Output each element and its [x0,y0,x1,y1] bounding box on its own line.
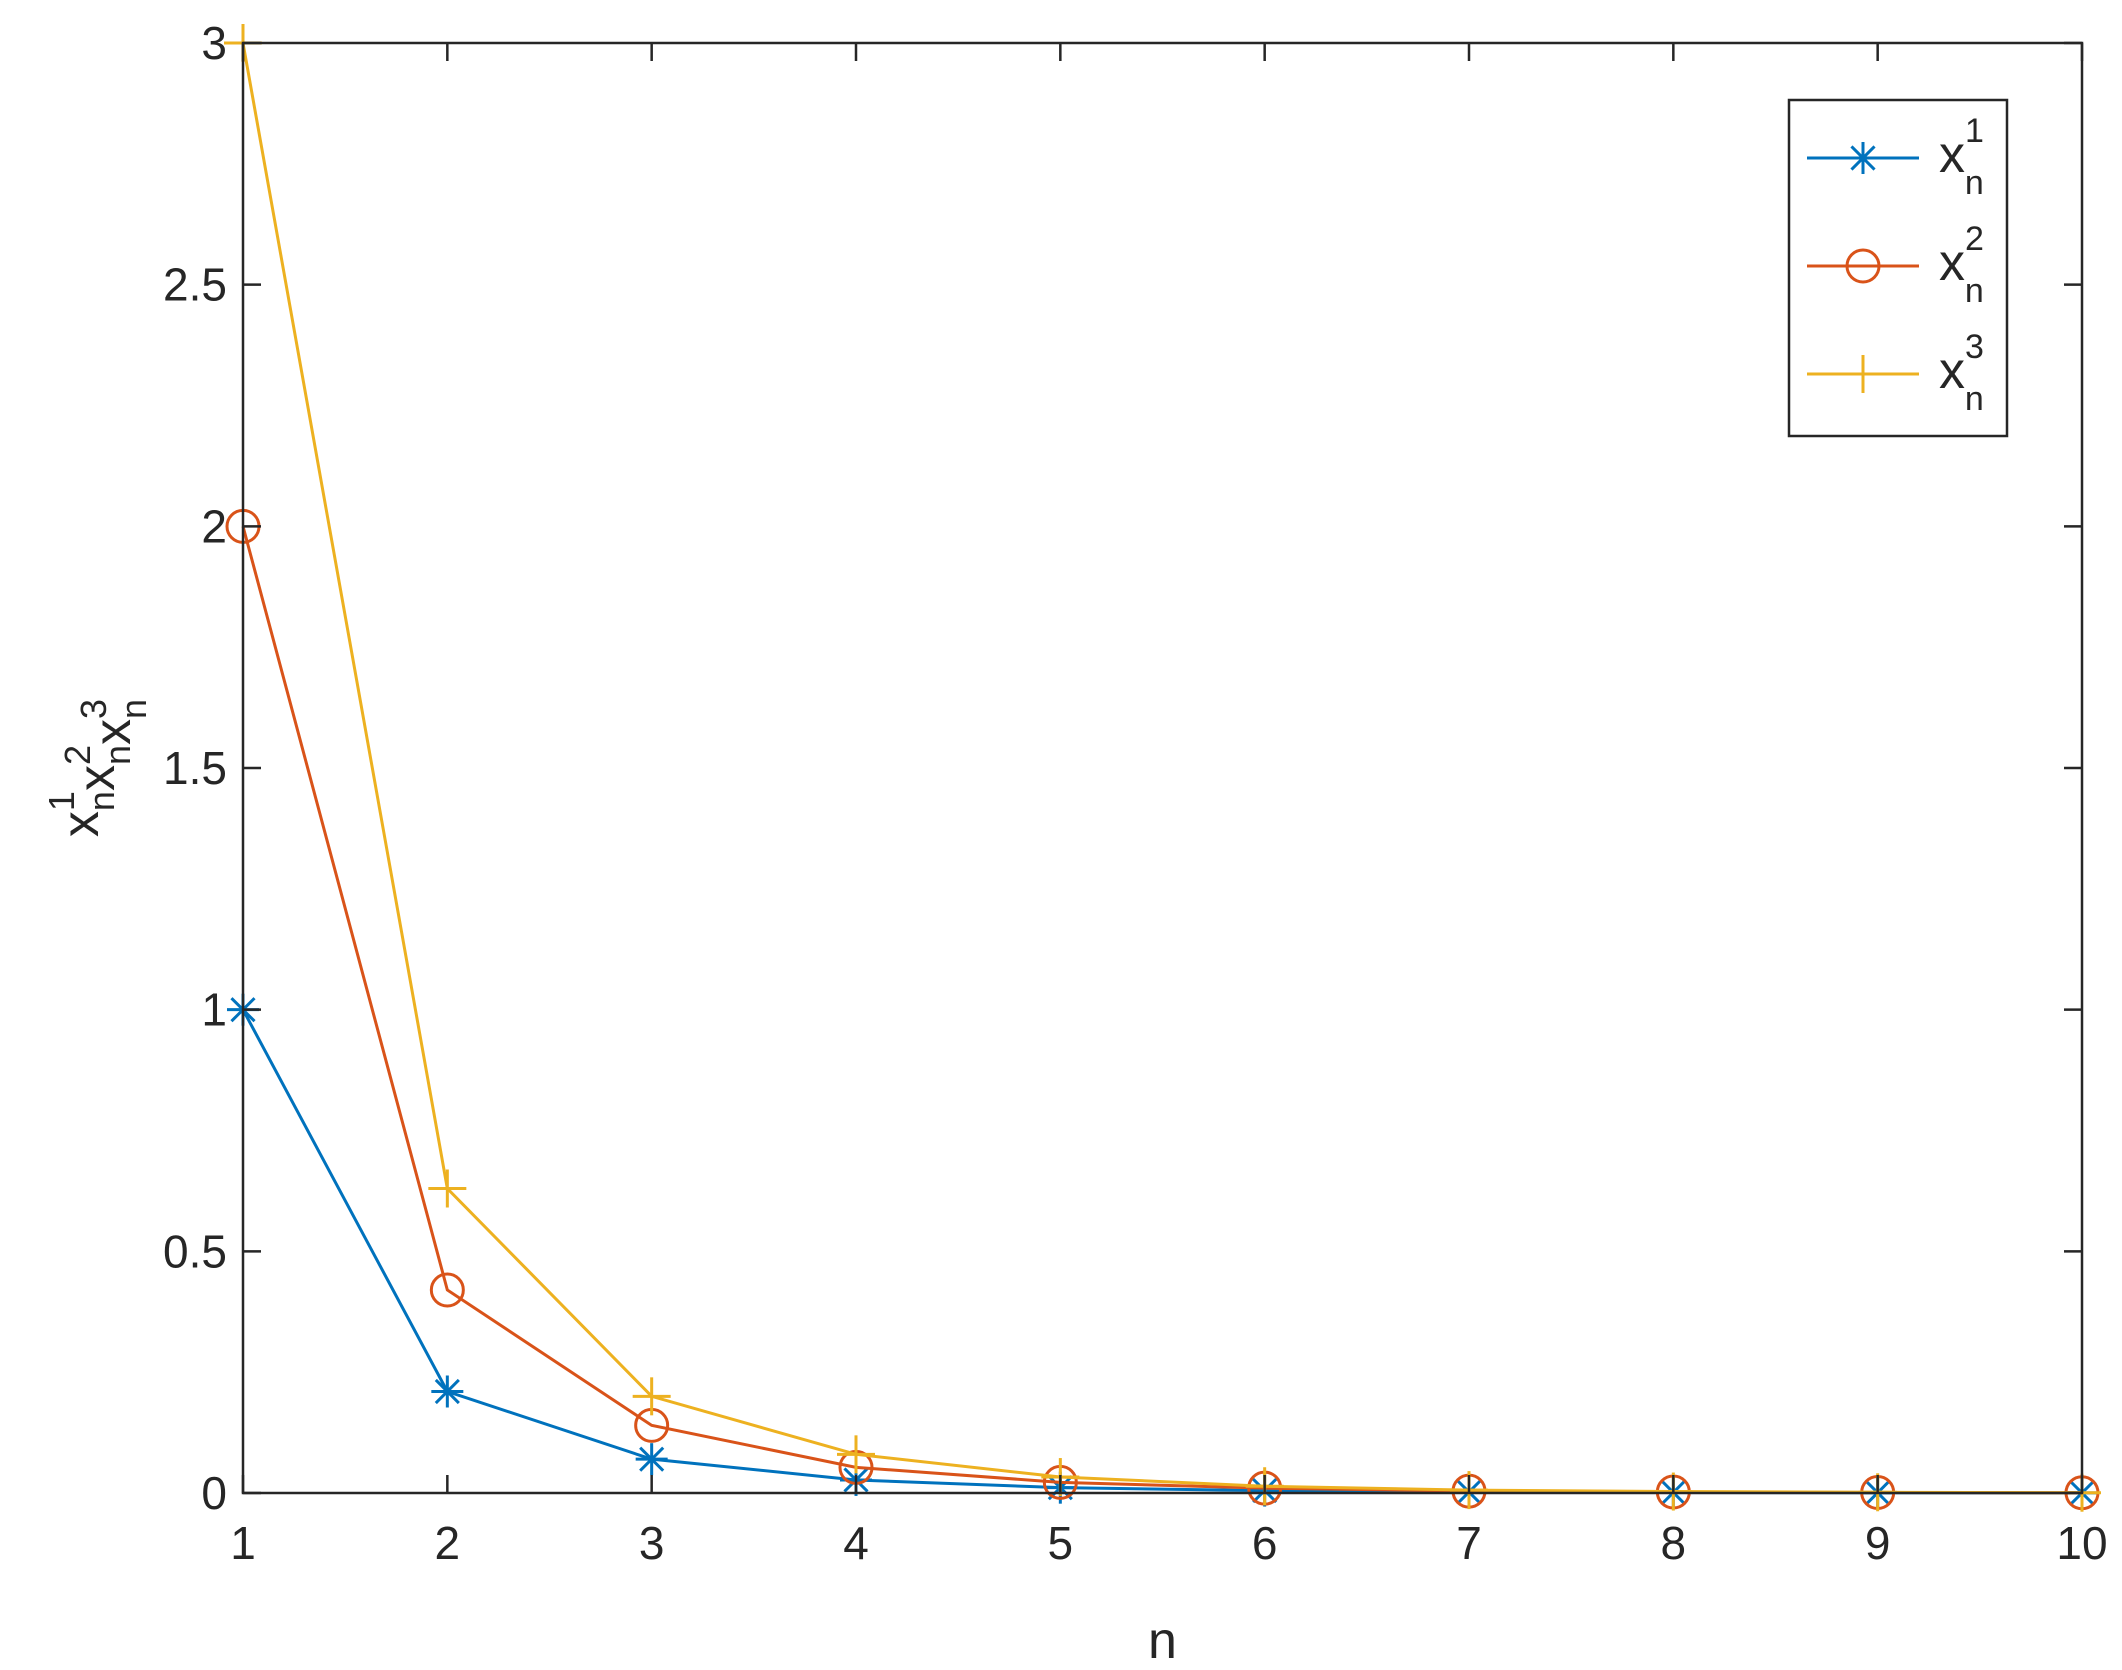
x-tick-label: 8 [1661,1517,1687,1569]
legend-entry-2: x2 n [1807,220,1984,310]
legend-base: x [1939,234,1965,292]
legend-base: x [1939,126,1965,184]
legend-entry-3: x3 n [1807,328,1984,418]
x-tick-label: 7 [1456,1517,1482,1569]
legend-sub: n [1965,380,1984,418]
data-point-asterisk [431,1375,464,1408]
legend-sup: 3 [1965,328,1984,366]
y-label-sub: n [97,745,138,765]
legend-sub: n [1965,272,1984,310]
legend: x1 nx2 nx3 n [1787,98,2009,438]
x-tick-label: 10 [2056,1517,2107,1569]
legend-entry-1: x1 n [1807,112,1984,202]
legend-label: x1 n [1939,112,1984,202]
y-label-sup: 1 [41,791,82,811]
x-tick-label: 1 [230,1517,256,1569]
legend-base: x [1939,342,1965,400]
x-tick-label: 6 [1252,1517,1278,1569]
data-point-asterisk [635,1443,668,1476]
legend-box [1787,98,2009,438]
y-label-base: x [68,765,126,791]
y-tick-label: 2.5 [163,259,227,311]
y-tick-label: 0.5 [163,1225,227,1277]
y-tick-label: 0 [201,1467,227,1519]
y-tick-label: 1.5 [163,742,227,794]
x-tick-label: 2 [435,1517,461,1569]
y-label-base: x [84,719,142,745]
y-label-sub: n [81,791,122,811]
legend-sub: n [1965,164,1984,202]
y-tick-label: 2 [201,500,227,552]
x-axis-label: n [1148,1612,1177,1670]
y-label-sup: 2 [57,745,98,765]
data-point-circle [1845,248,1881,284]
x-tick-label: 5 [1048,1517,1074,1569]
x-tick-label: 9 [1865,1517,1891,1569]
y-label-sub: n [113,699,154,719]
data-point-circle [429,1272,465,1308]
data-point-plus [428,1169,467,1208]
data-point-asterisk [1847,142,1879,174]
data-point-plus [632,1377,671,1416]
y-tick-label: 1 [201,984,227,1036]
y-axis-label: x1nx2nx3n [41,699,154,837]
legend-label: x2 n [1939,220,1984,310]
x-tick-label: 3 [639,1517,665,1569]
legend-label: x3 n [1939,328,1984,418]
y-label-base: x [52,811,110,837]
data-point-plus [1844,355,1882,393]
y-tick-label: 3 [201,17,227,69]
legend-sup: 1 [1965,112,1984,150]
y-label-sup: 3 [73,699,114,719]
x-tick-label: 4 [843,1517,869,1569]
legend-sup: 2 [1965,220,1984,258]
data-point-plus [837,1435,875,1474]
